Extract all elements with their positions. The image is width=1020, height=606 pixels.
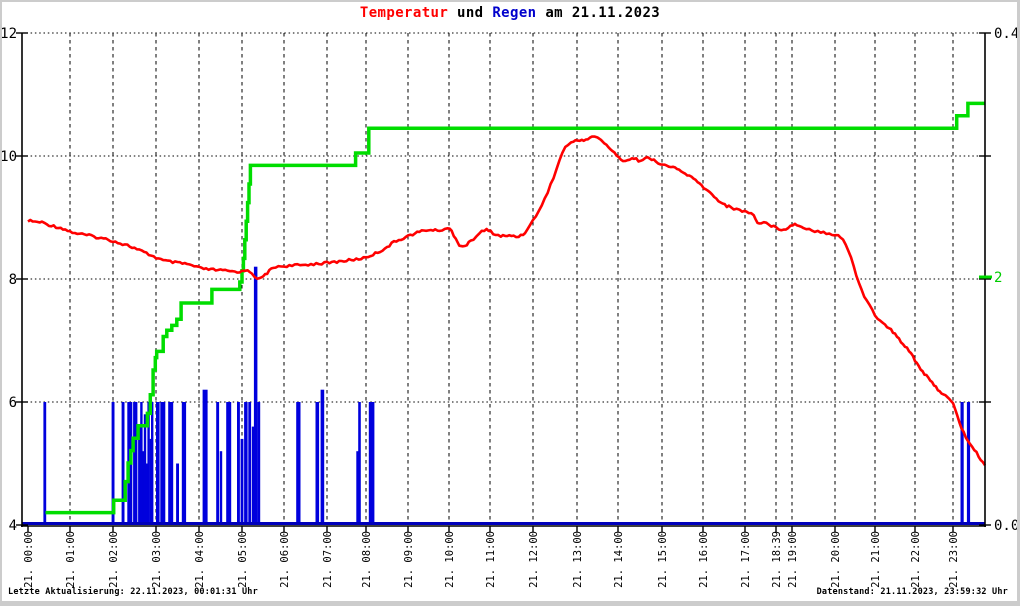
rain-bar [176, 463, 179, 524]
y-green-tick-label: 2 [994, 270, 1002, 286]
title-date: am 21.11.2023 [536, 5, 661, 21]
rain-bar [358, 402, 361, 524]
temperature-line [27, 135, 987, 467]
x-axis-tick-label: 21. 16:00 [698, 531, 710, 588]
x-axis-tick-label: 21. 03:00 [151, 531, 163, 588]
rain-bar [320, 389, 325, 524]
rain-bar [143, 414, 147, 524]
x-axis-tick-label: 21. 06:00 [279, 531, 291, 588]
x-axis-tick-label: 21. 21:00 [870, 531, 882, 588]
x-axis-tick-label: 21. 20:00 [830, 531, 842, 588]
chart-title: Temperatur und Regen am 21.11.2023 [0, 5, 1020, 21]
x-axis-tick-label: 21. 11:00 [485, 531, 497, 588]
data-state-text: Datenstand: 21.11.2023, 23:59:32 Uhr [816, 587, 1008, 597]
x-axis-tick-label: 21. 12:00 [528, 531, 540, 588]
rain-bar [253, 266, 258, 524]
rain-bar [248, 402, 252, 524]
x-axis-tick-label: 21. 22:00 [910, 531, 922, 588]
rain-bar [121, 402, 125, 524]
rain-bar [147, 402, 150, 524]
rain-bar [181, 402, 187, 524]
rain-bar [315, 402, 320, 524]
rain-bar [202, 389, 208, 524]
rain-bar [966, 402, 971, 524]
window-frame-bottom [0, 601, 1020, 606]
x-axis-tick-label: 21. 08:00 [361, 531, 373, 588]
x-axis-tick-label: 21. 18:39 [771, 531, 783, 588]
rain-bar [226, 402, 232, 524]
x-axis-tick-label: 21. 13:00 [572, 531, 584, 588]
title-temperatur: Temperatur [359, 5, 449, 21]
rain-bar [151, 402, 154, 524]
rain-cumulative-line [45, 101, 985, 515]
y-left-tick-label: 12 [0, 26, 17, 42]
window-frame-right [1017, 0, 1020, 606]
rain-bar [138, 426, 141, 524]
x-axis-tick-label: 21. 04:00 [194, 531, 206, 588]
rain-bar [960, 402, 964, 524]
grid-lines [22, 32, 985, 525]
y-left-tick-label: 10 [0, 149, 17, 165]
window-frame-left [0, 0, 2, 606]
rain-bar [149, 438, 152, 524]
rain-bar [133, 402, 138, 524]
rain-bar [219, 451, 223, 524]
axes [16, 32, 992, 532]
x-axis-tick-label: 21. 14:00 [613, 531, 625, 588]
window-frame-top [0, 0, 1020, 2]
x-axis-tick-label: 21. 17:00 [740, 531, 752, 588]
x-axis-tick-label: 21. 23:00 [948, 531, 960, 588]
x-axis-tick-label: 21. 10:00 [444, 531, 456, 588]
x-axis-tick-label: 21. 09:00 [403, 531, 415, 588]
y-right-tick-label: 0.4 [994, 26, 1019, 42]
y-left-tick-label: 4 [9, 518, 17, 534]
last-update-text: Letzte Aktualisierung: 22.11.2023, 00:01… [8, 587, 258, 597]
axis-labels: 12 10 8 6 4 0.4 0.0 2 21. 00:00 21. 01:00 21. 02:0… [0, 26, 1019, 588]
rain-bar [140, 402, 143, 524]
x-axis-tick-label: 21. 01:00 [65, 531, 77, 588]
rain-bar [146, 463, 149, 524]
title-und: und [448, 5, 493, 21]
y-left-tick-label: 8 [9, 272, 17, 288]
rain-bar [251, 426, 255, 524]
rain-bar [216, 402, 220, 524]
rain-bar [356, 451, 359, 524]
x-axis-tick-label: 21. 15:00 [657, 531, 669, 588]
x-axis-tick-label: 21. 00:00 [23, 531, 35, 588]
x-axis-tick-label: 21. 05:00 [237, 531, 249, 588]
rain-bar [240, 438, 244, 524]
rain-bar [43, 402, 47, 524]
rain-bar [244, 402, 248, 524]
rain-bar [237, 402, 240, 524]
rain-bar [160, 402, 166, 524]
rain-bar [168, 402, 174, 524]
rain-bar [156, 402, 160, 524]
y-left-tick-label: 6 [9, 395, 17, 411]
rain-bar [257, 402, 261, 524]
rain-bar [296, 402, 301, 524]
rain-bar [111, 402, 115, 524]
title-regen: Regen [492, 5, 537, 21]
x-axis-tick-label: 21. 07:00 [322, 531, 334, 588]
rain-bar [368, 402, 375, 524]
y-right-tick-label: 0.0 [994, 518, 1019, 534]
x-axis-tick-label: 21. 02:00 [108, 531, 120, 588]
rain-bar [142, 451, 145, 524]
x-axis-tick-label: 21. 19:00 [787, 531, 799, 588]
